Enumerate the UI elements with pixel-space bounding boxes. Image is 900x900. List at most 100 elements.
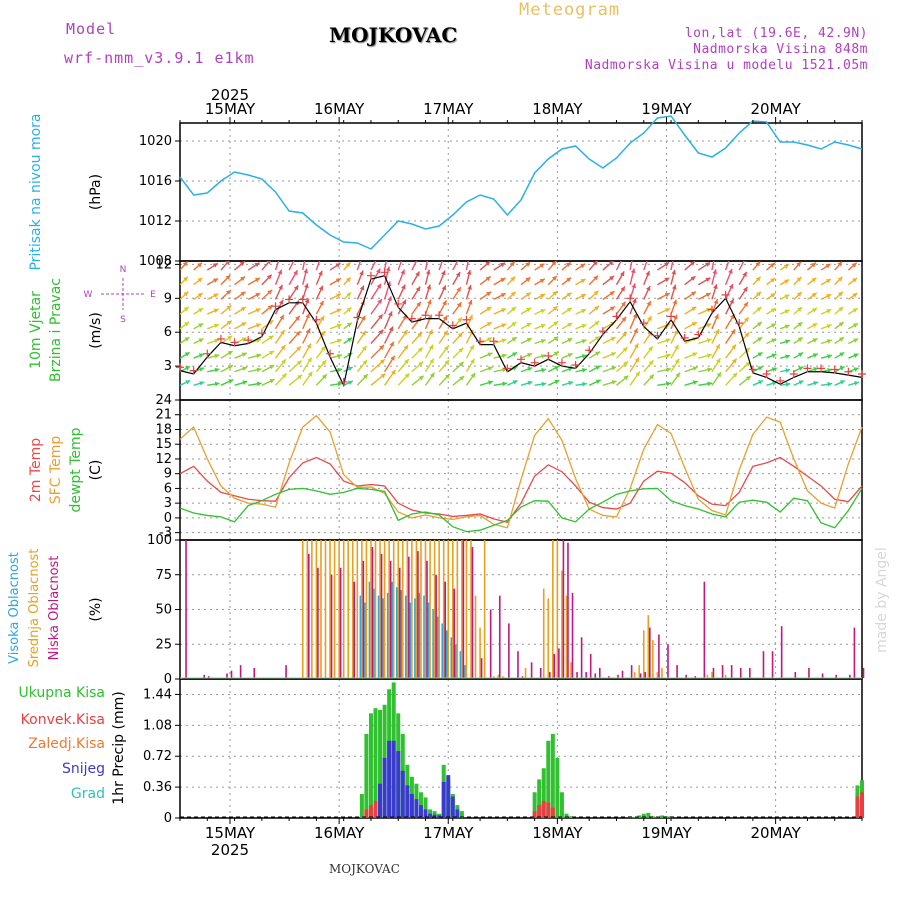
- wind-arrow-head: [345, 262, 351, 268]
- wind-arrow-head: [183, 291, 189, 297]
- wind-gust-marker: [817, 364, 826, 373]
- wind-arrow-head: [868, 368, 873, 373]
- wind-arrow-head: [346, 322, 352, 328]
- wind-arrow-head: [648, 346, 653, 352]
- wind-arrow-head: [511, 322, 517, 327]
- wind-arrow-head: [705, 262, 711, 267]
- wind-arrow-head: [359, 270, 364, 276]
- wind-arrow-head: [359, 285, 365, 291]
- wind-arrow-head: [868, 382, 873, 387]
- wind-arrow-head: [541, 367, 547, 373]
- panel-precipitation: 0 0.36 0.72 1.08 1.44: [143, 678, 863, 826]
- wind-arrow-head: [380, 373, 386, 379]
- wind-arrow-head: [526, 323, 532, 328]
- wind-arrow-head: [674, 344, 679, 350]
- wind-arrow-head: [527, 366, 533, 372]
- wind-arrow-head: [378, 329, 384, 335]
- wind-arrow-head: [756, 306, 762, 312]
- wind-arrow-head: [214, 367, 220, 373]
- wind-arrow-head: [486, 291, 492, 297]
- wind-arrow-head: [610, 352, 616, 357]
- wind-arrow-head: [594, 321, 600, 326]
- ytick-label-temperature: 9: [164, 467, 172, 482]
- wind-gust-marker: [366, 271, 375, 280]
- wind-gust-marker: [271, 302, 280, 311]
- wind-gust-marker: [339, 377, 348, 386]
- wind-arrow-head: [417, 347, 423, 353]
- wind-arrow-head: [852, 293, 858, 298]
- wind-arrow-head: [441, 270, 446, 276]
- wind-arrow-head: [610, 337, 616, 342]
- wind-arrow-head: [770, 323, 776, 328]
- wind-arrow-head: [281, 359, 286, 365]
- wind-arrow-head: [566, 292, 572, 298]
- wind-arrow-head: [425, 255, 430, 260]
- precip-bar-1: [373, 800, 378, 818]
- wind-arrow-head: [553, 351, 559, 357]
- wind-arrow-head: [825, 279, 831, 284]
- wind-axis-title-2: Brzina i Pravac: [48, 278, 64, 382]
- day-label-top: 18MAY: [532, 100, 583, 118]
- wind-arrow-head: [811, 292, 817, 298]
- wind-arrow-head: [456, 302, 462, 308]
- precip-bar-2: [432, 814, 437, 818]
- ytick-label-pressure: 1016: [139, 174, 172, 189]
- wind-arrow-head: [336, 323, 342, 329]
- wind-arrow-head: [826, 309, 832, 314]
- wind-arrow-head: [539, 263, 545, 269]
- wind-arrow-head: [630, 254, 635, 259]
- precip-bar-0: [659, 815, 664, 818]
- wind-arrow: [397, 261, 403, 271]
- wind-arrow-head: [256, 381, 262, 387]
- compass-cross: [101, 278, 145, 310]
- wind-gust-marker: [626, 294, 635, 303]
- wind-arrow-head: [214, 381, 220, 387]
- wind-arrow-head: [363, 374, 368, 379]
- wind-arrow-head: [743, 317, 749, 323]
- wind-arrow: [724, 261, 730, 271]
- wind-arrow-head: [755, 261, 761, 267]
- wind-arrow-head: [672, 299, 678, 305]
- panel-frame-wind: [179, 260, 863, 401]
- wind-arrow-head: [318, 256, 323, 261]
- wind-arrow-head: [827, 354, 832, 359]
- wind-arrow-head: [771, 353, 777, 358]
- wind-gust-marker: [203, 349, 212, 358]
- ytick-label-wind: 9: [164, 291, 172, 306]
- wind-arrow-head: [664, 292, 670, 298]
- wind-arrow-head: [511, 337, 517, 342]
- wind-gust-marker: [189, 366, 198, 375]
- wind-arrow-head: [728, 283, 734, 289]
- wind-arrow-head: [441, 255, 446, 260]
- wind-arrow-head: [567, 338, 573, 343]
- wind-arrow-head: [487, 366, 493, 371]
- ytick-label-temperature: 6: [164, 481, 172, 496]
- wind-arrow-head: [468, 314, 473, 320]
- precip-bar-0: [373, 708, 378, 818]
- wind-arrow-head: [320, 330, 325, 336]
- coordinates: lon,lat (19.6E, 42.9N): [684, 26, 868, 41]
- wind-arrow-head: [712, 254, 717, 259]
- wind-arrow-head: [444, 359, 450, 365]
- wind-arrow-head: [592, 261, 598, 266]
- wind-gust-marker: [285, 295, 294, 304]
- wind-arrow: [861, 313, 862, 315]
- wind-arrow-head: [378, 314, 383, 320]
- wind-arrow-head: [691, 306, 697, 312]
- wind-arrow-head: [469, 344, 474, 350]
- model-label: Model: [66, 20, 117, 38]
- wind-arrow: [383, 261, 388, 271]
- wind-arrow-head: [705, 277, 711, 283]
- wind-arrow-head: [867, 294, 872, 298]
- wind-arrow-head: [770, 293, 776, 298]
- wind-gust-marker: [598, 327, 607, 336]
- wind-arrow-head: [510, 291, 516, 297]
- wind-arrow-head: [360, 315, 366, 321]
- wind-arrow-head: [401, 299, 406, 305]
- precip-bar-1: [855, 796, 860, 818]
- wind-arrow-head: [428, 344, 434, 350]
- wind-arrow-head: [347, 337, 353, 343]
- wind-arrow-head: [648, 360, 654, 366]
